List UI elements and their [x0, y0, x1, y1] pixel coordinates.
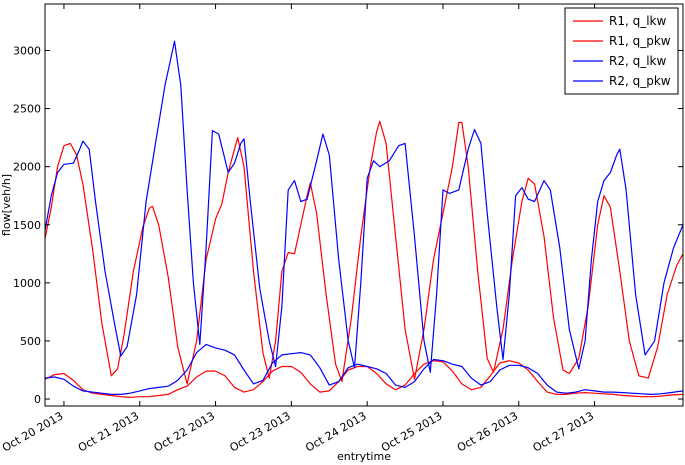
y-tick-label: 3000: [13, 44, 41, 57]
legend-label: R1, q_lkw: [609, 14, 667, 28]
y-tick-label: 500: [20, 335, 41, 348]
legend-label: R2, q_lkw: [609, 54, 667, 68]
y-tick-label: 2000: [13, 161, 41, 174]
series-line-2: [44, 120, 684, 385]
x-tick-label: Oct 21 2013: [76, 409, 141, 454]
plot-frame: [44, 3, 684, 407]
series-layer: [44, 40, 684, 398]
y-axis: 0 500 1000 1500 2000 2500 3000: [13, 44, 683, 406]
series-line-3: [44, 343, 684, 395]
legend: R1, q_lkw R1, q_pkw R2, q_lkw R2, q_pkw: [564, 7, 679, 95]
y-tick-label: 1000: [13, 277, 41, 290]
legend-label: R1, q_pkw: [609, 34, 671, 48]
x-tick-label: Oct 20 2013: [0, 409, 65, 454]
x-tick-label: Oct 22 2013: [152, 409, 217, 454]
y-axis-label: flow[veh/h]: [0, 174, 13, 236]
y-tick-label: 0: [34, 393, 41, 406]
x-tick-label: Oct 26 2013: [455, 409, 520, 454]
y-tick-label: 2500: [13, 103, 41, 116]
y-tick-label: 1500: [13, 219, 41, 232]
x-tick-label: Oct 24 2013: [303, 409, 368, 454]
legend-label: R2, q_pkw: [609, 74, 671, 88]
x-tick-label: Oct 25 2013: [379, 409, 444, 454]
x-axis-label: entrytime: [337, 450, 391, 463]
x-tick-label: Oct 23 2013: [227, 409, 292, 454]
legend-box: [564, 7, 679, 95]
series-line-4: [44, 40, 684, 373]
series-line-1: [44, 360, 684, 398]
x-tick-label: Oct 27 2013: [531, 409, 596, 454]
